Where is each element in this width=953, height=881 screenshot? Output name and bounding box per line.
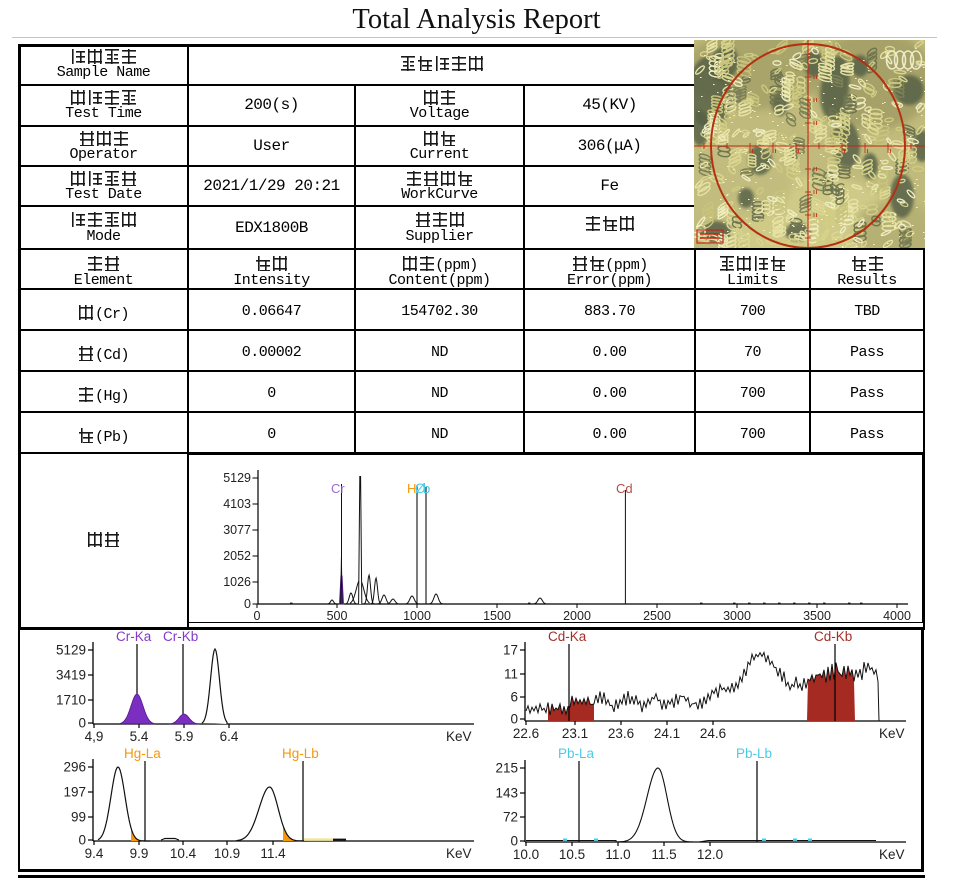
svg-text:4,9: 4,9 [85,729,104,744]
svg-text:143: 143 [495,786,518,801]
svg-text:6.4: 6.4 [220,729,239,744]
svg-text:Cd-Ka: Cd-Ka [548,629,587,644]
svg-text:2500: 2500 [643,609,671,623]
svg-text:Cd: Cd [616,481,633,496]
svg-text:10.4: 10.4 [170,846,197,861]
svg-text:Pb-Lb: Pb-Lb [736,746,772,761]
svg-text:Hg-Lb: Hg-Lb [282,746,319,761]
svg-text:3077: 3077 [223,523,251,537]
svg-text:Cr: Cr [331,481,345,496]
svg-text:Cr-Ka: Cr-Ka [116,629,152,644]
svg-text:24.1: 24.1 [654,726,680,741]
svg-text:b: b [423,481,430,496]
svg-text:5129: 5129 [223,471,251,485]
svg-text:24.6: 24.6 [700,726,726,741]
svg-text:11.0: 11.0 [605,847,630,862]
svg-text:3000: 3000 [723,609,751,623]
svg-text:10.5: 10.5 [559,847,585,862]
svg-text:99: 99 [71,810,86,825]
svg-text:1000: 1000 [403,609,431,623]
svg-text:5.9: 5.9 [175,729,194,744]
svg-text:0: 0 [510,712,518,727]
svg-text:2052: 2052 [223,549,251,563]
svg-text:1026: 1026 [223,575,251,589]
svg-text:0: 0 [244,597,251,611]
svg-text:3500: 3500 [803,609,831,623]
svg-text:KeV: KeV [446,729,472,744]
svg-text:H: H [407,481,416,496]
svg-text:KeV: KeV [879,847,905,862]
svg-text:0: 0 [78,716,86,731]
svg-text:10.9: 10.9 [214,846,240,861]
svg-text:1500: 1500 [483,609,511,623]
svg-text:KeV: KeV [446,846,472,861]
svg-text:11.4: 11.4 [260,846,286,861]
svg-text:9.4: 9.4 [85,846,104,861]
svg-text:4103: 4103 [223,497,251,511]
svg-text:5.4: 5.4 [130,729,149,744]
svg-text:11.5: 11.5 [651,847,676,862]
svg-text:1710: 1710 [56,693,86,708]
svg-text:72: 72 [503,810,518,825]
svg-text:2000: 2000 [563,609,591,623]
svg-text:6: 6 [510,690,518,705]
svg-text:23.6: 23.6 [608,726,634,741]
svg-text:215: 215 [495,761,518,776]
svg-text:3419: 3419 [56,668,86,683]
svg-text:11: 11 [504,667,518,682]
svg-text:197: 197 [63,785,86,800]
svg-text:0: 0 [510,834,518,849]
svg-text:17: 17 [503,643,518,658]
svg-text:Cr-Kb: Cr-Kb [163,629,198,644]
svg-text:12.0: 12.0 [697,847,723,862]
svg-text:500: 500 [327,609,348,623]
svg-text:10.0: 10.0 [513,847,539,862]
svg-text:22.6: 22.6 [513,726,539,741]
svg-text:0: 0 [254,609,261,623]
svg-text:Ø: Ø [415,481,426,496]
svg-text:0: 0 [78,833,86,848]
svg-text:296: 296 [63,760,86,775]
svg-text:4000: 4000 [883,609,911,623]
svg-text:23.1: 23.1 [562,726,588,741]
svg-text:Hg-La: Hg-La [124,746,161,761]
svg-text:9.9: 9.9 [130,846,149,861]
svg-text:5129: 5129 [56,643,86,658]
svg-text:KeV: KeV [879,726,905,741]
svg-text:Pb-La: Pb-La [558,746,595,761]
svg-text:Cd-Kb: Cd-Kb [814,629,852,644]
